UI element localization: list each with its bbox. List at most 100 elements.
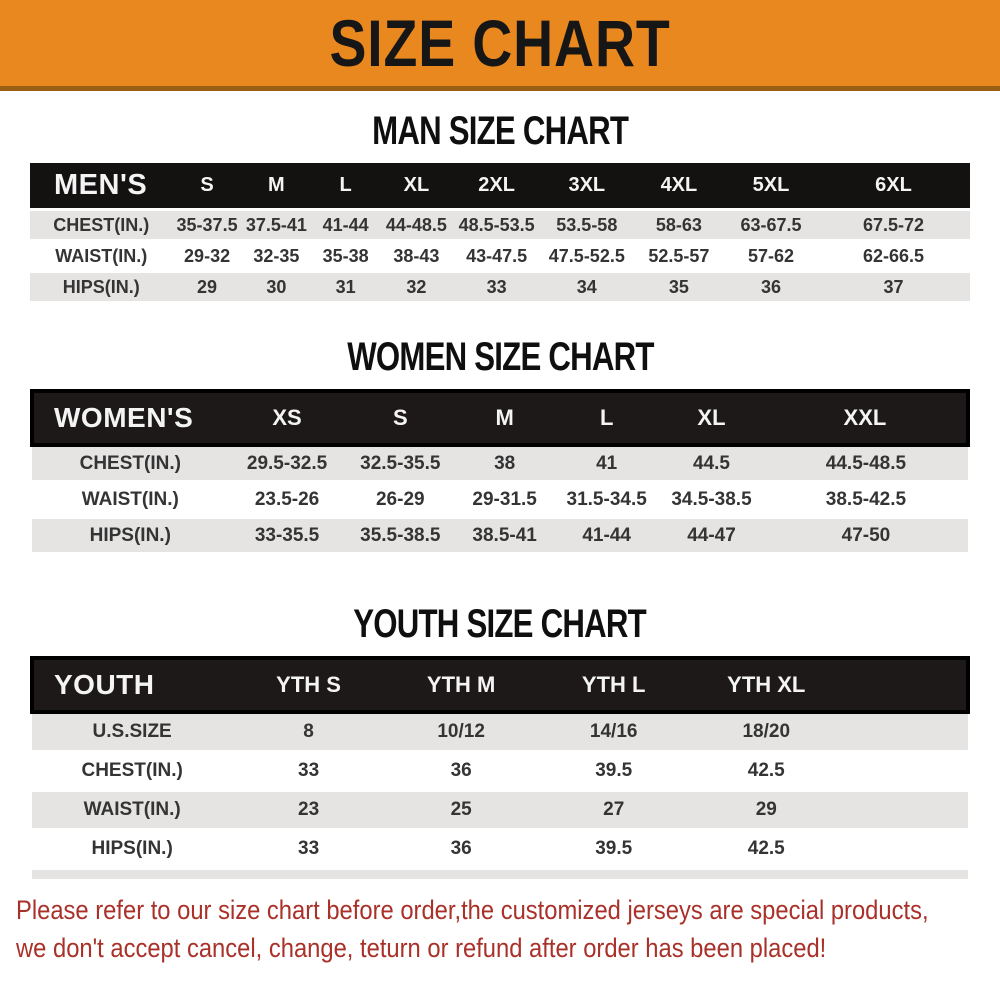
data-cell: 25 [384,789,538,830]
data-cell: 41 [554,443,660,482]
row-label: U.S.SIZE [32,710,233,752]
row-label: CHEST(IN.) [32,750,233,791]
youth-section-heading-text: YOUTH SIZE CHART [353,602,647,646]
data-cell: 35-37.5 [172,208,242,241]
data-cell: 32.5-35.5 [345,443,456,482]
data-cell: 36 [724,270,818,301]
size-header-cell: 5XL [724,163,818,210]
data-cell: 35.5-38.5 [345,516,456,552]
divider-bar [32,867,968,879]
size-header-cell: S [345,389,456,447]
size-header-cell: M [241,163,312,210]
table-title-cell: WOMEN'S [30,389,229,447]
data-cell: 34.5-38.5 [659,480,764,518]
table-row: CHEST(IN.) 29.5-32.5 32.5-35.5 38 41 44.5 44.5… [32,443,968,482]
row-label: CHEST(IN.) [30,208,173,241]
data-cell: 23.5-26 [228,480,346,518]
data-cell: 39.5 [537,828,690,869]
row-label: CHEST(IN.) [32,443,229,482]
data-cell: 33 [232,750,385,791]
data-cell: 63-67.5 [724,208,818,241]
data-cell: 34 [540,270,633,301]
data-cell: 29.5-32.5 [228,443,346,482]
data-cell: 44.5-48.5 [763,443,968,482]
women-section-heading-text: WOMEN SIZE CHART [346,335,654,379]
row-label: WAIST(IN.) [32,480,229,518]
data-cell: 38.5-42.5 [763,480,968,518]
data-cell: 39.5 [537,750,690,791]
data-cell: 23 [232,789,385,830]
data-cell: 38.5-41 [455,516,555,552]
data-cell: 26-29 [345,480,456,518]
data-cell: 47.5-52.5 [540,239,633,272]
row-label: WAIST(IN.) [32,789,233,830]
data-cell: 36 [384,750,538,791]
header-filler-cell [842,656,971,714]
data-cell: 10/12 [384,710,538,752]
data-cell: 38 [455,443,555,482]
data-cell: 36 [384,828,538,869]
data-cell: 29 [689,789,843,830]
size-header-cell: 6XL [817,163,970,210]
row-label: HIPS(IN.) [32,828,233,869]
youth-size-table: YOUTH YTH S YTH M YTH L YTH XL U.S.SIZE 8 10/12… [29,656,971,879]
size-header-cell: L [554,389,660,447]
data-cell: 31.5-34.5 [554,480,660,518]
data-cell: 41-44 [554,516,660,552]
size-header-cell: YTH XL [689,656,843,714]
data-cell: 33 [452,270,541,301]
table-row: WAIST(IN.) 23 25 27 29 [32,789,968,830]
data-cell: 44.5 [659,443,764,482]
filler-cell [842,710,968,752]
women-size-table: WOMEN'S XS S M L XL XXL CHEST(IN.) 29.5-32.5 32.5… [30,389,971,552]
data-cell: 18/20 [689,710,843,752]
data-cell: 8 [232,710,385,752]
data-cell: 29-31.5 [455,480,555,518]
size-header-cell: XS [228,389,346,447]
size-header-cell: YTH M [384,656,538,714]
size-chart-banner: SIZE CHART [0,0,1000,91]
data-cell: 58-63 [632,208,725,241]
data-cell: 35 [632,270,725,301]
table-title-cell: YOUTH [29,656,233,714]
data-cell: 42.5 [689,750,843,791]
youth-section-heading: YOUTH SIZE CHART [0,604,1000,644]
data-cell: 32-35 [241,239,312,272]
data-cell: 14/16 [537,710,690,752]
table-header-row: MEN'S S M L XL 2XL 3XL 4XL 5XL 6XL [30,163,970,210]
data-cell: 35-38 [311,239,381,272]
data-cell: 29-32 [172,239,242,272]
data-cell: 37 [817,270,970,301]
size-header-cell: L [311,163,381,210]
banner-title: SIZE CHART [329,6,671,80]
row-label: HIPS(IN.) [32,516,229,552]
data-cell: 31 [311,270,381,301]
table-header-row: YOUTH YTH S YTH M YTH L YTH XL [29,656,971,714]
data-cell: 41-44 [311,208,381,241]
data-cell: 57-62 [724,239,818,272]
row-label: HIPS(IN.) [30,270,173,301]
data-cell: 29 [172,270,242,301]
data-cell: 62-66.5 [817,239,970,272]
table-row: HIPS(IN.) 33 36 39.5 42.5 [32,828,968,869]
data-cell: 33 [232,828,385,869]
data-cell: 32 [380,270,453,301]
table-row: CHEST(IN.) 35-37.5 37.5-41 41-44 44-48.5 48.5… [30,208,970,241]
size-header-cell: 4XL [632,163,725,210]
data-cell: 44-48.5 [380,208,453,241]
size-header-cell: M [455,389,555,447]
filler-cell [842,789,968,830]
table-row: WAIST(IN.) 23.5-26 26-29 29-31.5 31.5-34.5 34… [32,480,968,518]
data-cell: 52.5-57 [632,239,725,272]
disclaimer-note: Please refer to our size chart before or… [0,891,1000,968]
data-cell: 47-50 [763,516,968,552]
size-header-cell: XXL [763,389,971,447]
size-header-cell: XL [659,389,764,447]
filler-cell [842,750,968,791]
table-row: U.S.SIZE 8 10/12 14/16 18/20 [32,710,968,752]
women-section-heading: WOMEN SIZE CHART [0,337,1000,377]
size-header-cell: 2XL [452,163,541,210]
data-cell: 43-47.5 [452,239,541,272]
table-row: CHEST(IN.) 33 36 39.5 42.5 [32,750,968,791]
filler-cell [842,828,968,869]
